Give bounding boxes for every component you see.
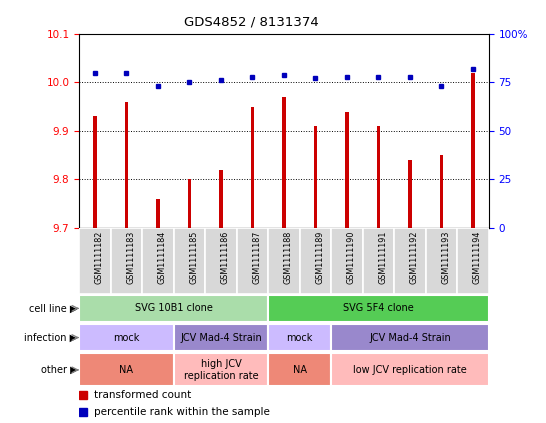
Text: GSM1111182: GSM1111182 [95, 231, 104, 284]
Text: GSM1111191: GSM1111191 [378, 231, 388, 284]
Text: GSM1111192: GSM1111192 [410, 231, 419, 284]
Bar [426, 228, 457, 294]
Bar [124, 102, 128, 228]
Bar [268, 353, 331, 387]
Text: percentile rank within the sample: percentile rank within the sample [93, 407, 269, 417]
Text: GSM1111183: GSM1111183 [127, 231, 135, 284]
Text: SVG 10B1 clone: SVG 10B1 clone [135, 303, 212, 313]
Bar [156, 199, 160, 228]
Bar [268, 324, 331, 351]
Bar [331, 228, 363, 294]
Text: GSM1111189: GSM1111189 [316, 231, 324, 284]
Bar [111, 228, 142, 294]
Bar [377, 126, 381, 228]
Bar [313, 126, 317, 228]
Text: mock: mock [113, 332, 140, 343]
Text: GDS4852 / 8131374: GDS4852 / 8131374 [184, 16, 318, 29]
Bar [268, 228, 300, 294]
Text: NA: NA [293, 365, 307, 375]
Bar [471, 73, 475, 228]
Bar [79, 353, 174, 387]
Bar [345, 112, 349, 228]
Bar [282, 97, 286, 228]
Bar [142, 228, 174, 294]
Bar [268, 295, 489, 322]
Text: transformed count: transformed count [93, 390, 191, 400]
Text: cell line ▶: cell line ▶ [29, 303, 78, 313]
Text: mock: mock [287, 332, 313, 343]
Bar [440, 155, 443, 228]
Bar [93, 116, 97, 228]
Bar [331, 353, 489, 387]
Text: low JCV replication rate: low JCV replication rate [353, 365, 467, 375]
Text: GSM1111194: GSM1111194 [473, 231, 482, 284]
Bar [251, 107, 254, 228]
Bar [79, 324, 174, 351]
Text: GSM1111185: GSM1111185 [189, 231, 198, 284]
Bar [79, 228, 111, 294]
Bar [394, 228, 426, 294]
Text: GSM1111186: GSM1111186 [221, 231, 230, 284]
Text: GSM1111193: GSM1111193 [441, 231, 450, 284]
Bar [219, 170, 223, 228]
Text: GSM1111190: GSM1111190 [347, 231, 356, 284]
Bar [363, 228, 394, 294]
Text: GSM1111184: GSM1111184 [158, 231, 167, 284]
Text: JCV Mad-4 Strain: JCV Mad-4 Strain [180, 332, 262, 343]
Bar [187, 179, 191, 228]
Text: GSM1111187: GSM1111187 [252, 231, 262, 284]
Text: NA: NA [120, 365, 133, 375]
Bar [174, 228, 205, 294]
Bar [174, 324, 268, 351]
Text: infection ▶: infection ▶ [25, 332, 78, 343]
Text: other ▶: other ▶ [41, 365, 78, 375]
Text: JCV Mad-4 Strain: JCV Mad-4 Strain [369, 332, 451, 343]
Text: GSM1111188: GSM1111188 [284, 231, 293, 284]
Bar [300, 228, 331, 294]
Text: SVG 5F4 clone: SVG 5F4 clone [343, 303, 414, 313]
Bar [408, 160, 412, 228]
Text: high JCV
replication rate: high JCV replication rate [183, 359, 258, 381]
Bar [457, 228, 489, 294]
Bar [174, 353, 268, 387]
Bar [205, 228, 236, 294]
Bar [331, 324, 489, 351]
Bar [79, 295, 268, 322]
Bar [236, 228, 268, 294]
